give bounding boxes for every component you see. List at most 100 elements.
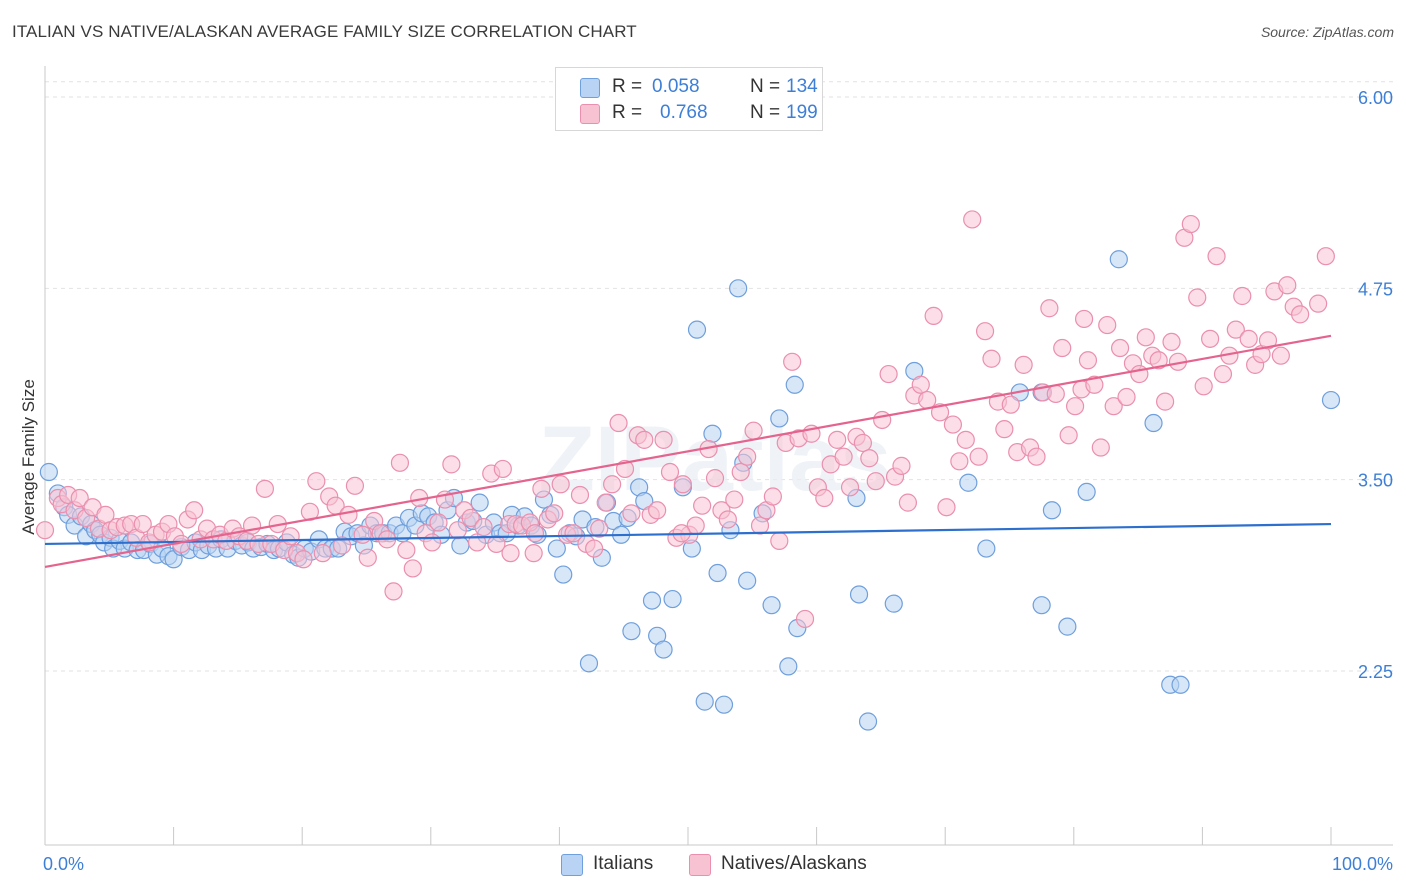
natives-trend-line — [44, 334, 1332, 568]
x-tick-label: 0.0% — [43, 854, 84, 874]
natives-point — [635, 430, 654, 449]
natives-point — [493, 459, 512, 479]
natives-point — [654, 430, 673, 449]
natives-point — [603, 475, 622, 494]
natives-point — [622, 504, 641, 523]
italians-point — [695, 692, 714, 711]
natives-point — [422, 533, 442, 552]
natives-point — [866, 472, 885, 491]
natives-point — [332, 536, 352, 555]
natives-point — [1213, 364, 1233, 384]
natives-point — [1027, 447, 1046, 466]
grid-lines — [45, 81, 1393, 672]
tick-labels: 2.25 3.50 4.75 6.00 0.0% 100.0% Average Family… — [19, 88, 1393, 874]
natives-point — [1258, 331, 1278, 350]
italians-point — [729, 279, 748, 298]
natives-point — [783, 352, 802, 371]
chart-title: ITALIAN VS NATIVE/ALASKAN AVERAGE FAMILY… — [12, 22, 637, 41]
natives-point — [345, 476, 365, 495]
italians-point — [642, 591, 662, 610]
natives-point — [1188, 288, 1207, 307]
legend-r-value: 0.768 — [660, 102, 708, 123]
italians-point — [451, 536, 470, 555]
natives-point — [853, 433, 872, 453]
natives-point — [1110, 338, 1130, 358]
legend-n-value: 134 — [786, 76, 818, 97]
natives-point — [1226, 320, 1245, 339]
natives-point — [995, 420, 1014, 439]
natives-point — [403, 559, 422, 578]
natives-point — [892, 456, 911, 475]
source-note: Source: ZipAtlas.com — [1260, 24, 1394, 40]
natives-point — [294, 550, 313, 569]
natives-point — [963, 210, 982, 229]
natives-point — [448, 521, 467, 540]
natives-point — [1194, 377, 1213, 396]
natives-point — [744, 421, 763, 440]
natives-point — [1162, 332, 1181, 352]
trend-lines — [44, 334, 1332, 568]
italians-point — [1077, 482, 1096, 502]
series-legend: Italians Natives/Alaskans — [0, 850, 1406, 878]
italians-point — [959, 473, 978, 492]
italians-point — [1042, 501, 1062, 520]
legend-swatch-pink — [689, 854, 711, 876]
natives-point — [770, 531, 789, 550]
legend-n-value: 199 — [786, 102, 818, 123]
x-tick-label: 100.0% — [1332, 854, 1393, 874]
natives-point — [532, 479, 551, 498]
natives-point — [545, 504, 564, 523]
natives-point — [339, 505, 358, 524]
natives-point — [1104, 397, 1123, 416]
natives-point — [879, 364, 898, 384]
legend-label-natives: Natives/Alaskans — [721, 853, 867, 874]
natives-point — [487, 534, 506, 554]
natives-point — [501, 544, 520, 563]
natives-point — [1065, 397, 1085, 416]
natives-point — [358, 548, 377, 567]
legend-n-label: N = — [750, 76, 781, 97]
natives-point — [738, 447, 757, 466]
natives-point — [1117, 387, 1136, 407]
natives-point — [1201, 329, 1220, 348]
natives-point — [956, 430, 975, 449]
y-tick-label: 6.00 — [1358, 88, 1393, 108]
natives-point — [525, 524, 545, 543]
natives-point — [35, 521, 55, 540]
natives-point — [1078, 351, 1098, 370]
italians-point — [1058, 617, 1077, 636]
natives-point — [590, 519, 609, 538]
italians-point — [470, 493, 489, 512]
natives-point — [133, 514, 152, 534]
legend-swatch-blue — [580, 78, 600, 98]
natives-point — [281, 527, 300, 546]
natives-point — [1091, 438, 1110, 457]
natives-point — [834, 447, 853, 466]
natives-point — [461, 508, 480, 528]
y-tick-label: 3.50 — [1358, 471, 1393, 491]
axes — [44, 66, 1393, 846]
natives-point — [1233, 286, 1252, 306]
italians-point — [1171, 675, 1190, 694]
italians-point — [762, 596, 781, 615]
natives-point — [1156, 392, 1175, 411]
natives-point — [693, 496, 712, 515]
natives-point — [442, 455, 461, 474]
natives-point — [750, 516, 770, 535]
natives-point — [1271, 346, 1290, 365]
italians-point — [579, 654, 599, 673]
natives-point — [930, 403, 950, 422]
natives-point — [551, 475, 570, 494]
natives-point — [950, 452, 969, 471]
natives-point — [660, 462, 680, 482]
natives-point — [911, 375, 930, 394]
natives-point — [596, 493, 615, 512]
natives-point — [1316, 247, 1335, 266]
italians-point — [849, 585, 869, 604]
natives-point — [1181, 214, 1200, 234]
italians-point — [738, 571, 757, 590]
natives-point — [609, 413, 628, 433]
natives-point — [840, 478, 860, 497]
natives-point — [795, 609, 815, 629]
